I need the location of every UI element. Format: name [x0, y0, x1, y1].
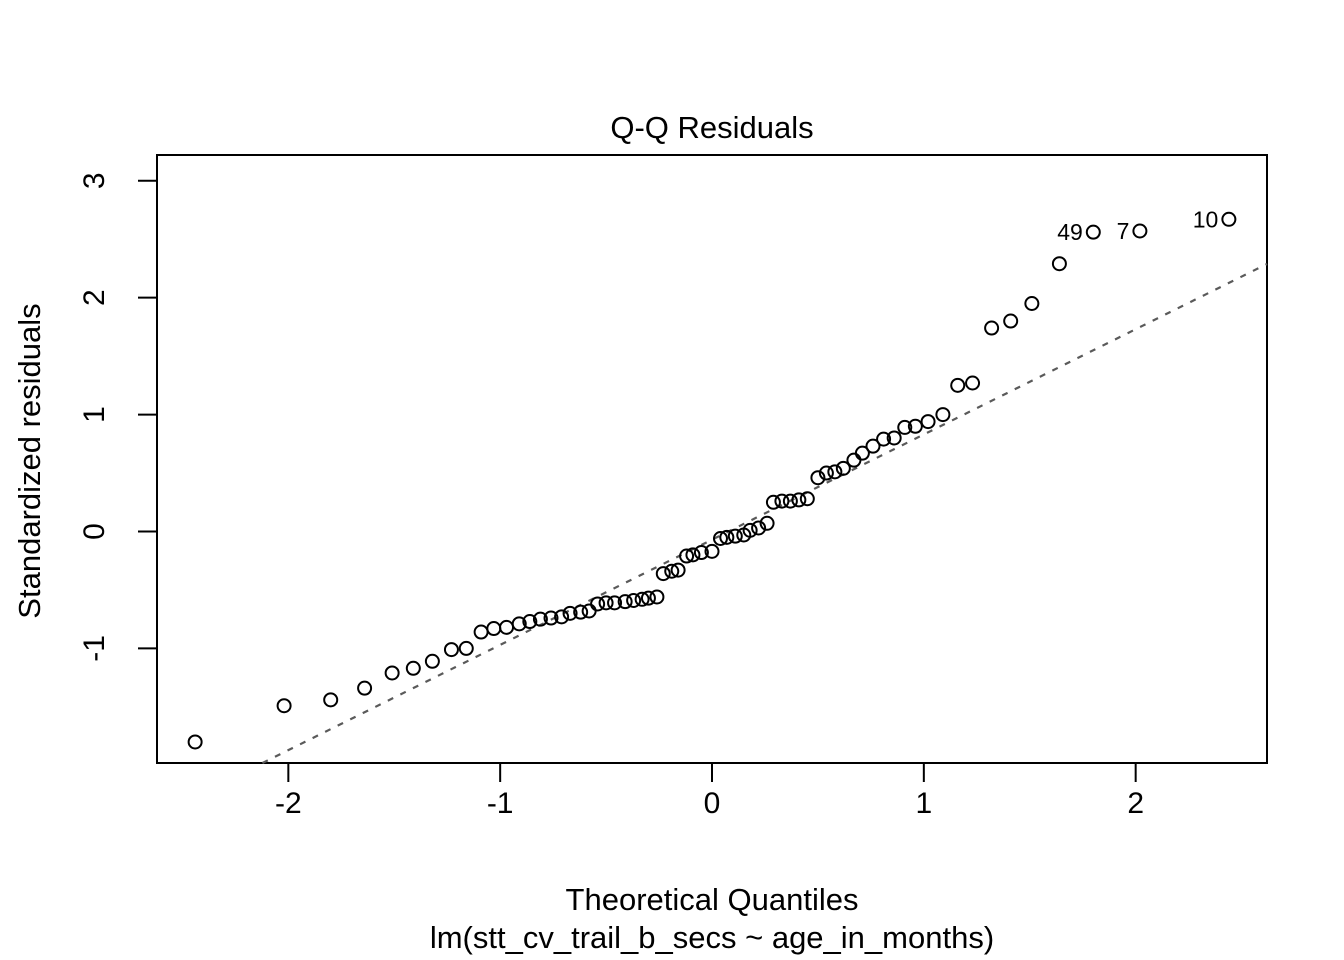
data-point	[590, 596, 606, 612]
data-point	[782, 493, 798, 509]
data-point	[640, 590, 656, 606]
data-point	[511, 616, 527, 632]
y-axis-label: Standardized residuals	[12, 303, 47, 619]
data-point	[1221, 211, 1237, 227]
data-point	[670, 562, 686, 578]
y-tick-label: -1	[78, 635, 111, 662]
qq-reference-line	[261, 262, 1268, 764]
data-point	[405, 660, 421, 676]
data-point	[846, 452, 862, 468]
data-point	[712, 531, 728, 547]
data-point	[458, 640, 474, 656]
data-point	[562, 605, 578, 621]
plot-title: Q-Q Residuals	[610, 110, 814, 145]
data-point	[854, 445, 870, 461]
data-point	[907, 418, 923, 434]
data-point	[187, 734, 203, 750]
y-tick-label: 3	[78, 172, 111, 189]
outlier-label: 49	[1057, 219, 1083, 245]
data-point	[626, 592, 642, 608]
data-point	[522, 614, 538, 630]
data-point	[1024, 295, 1040, 311]
data-point	[573, 604, 589, 620]
data-point	[865, 438, 881, 454]
plot-border	[156, 154, 1268, 764]
y-tick-label: 0	[78, 523, 111, 540]
data-point	[532, 611, 548, 627]
data-point	[554, 609, 570, 625]
outlier-label: 10	[1193, 206, 1219, 232]
data-point	[950, 377, 966, 393]
data-point	[323, 692, 339, 708]
data-point	[693, 545, 709, 561]
data-point	[704, 543, 720, 559]
data-point	[897, 419, 913, 435]
data-point	[827, 464, 843, 480]
data-point	[759, 515, 775, 531]
data-point	[719, 529, 735, 545]
y-tick-label: 1	[78, 406, 111, 423]
data-point	[664, 563, 680, 579]
data-point	[835, 460, 851, 476]
data-point	[920, 414, 936, 430]
x-tick-label: 1	[915, 787, 932, 820]
x-axis-label: Theoretical Quantiles	[565, 882, 859, 917]
data-point	[634, 591, 650, 607]
data-point	[1051, 256, 1067, 272]
data-point	[742, 522, 758, 538]
data-point	[679, 548, 695, 564]
data-point	[357, 680, 373, 696]
y-tick-label: 2	[78, 289, 111, 306]
data-point	[799, 491, 815, 507]
data-point	[727, 528, 743, 544]
data-point	[543, 610, 559, 626]
x-tick-label: -1	[487, 787, 514, 820]
data-point	[649, 589, 665, 605]
data-point	[473, 624, 489, 640]
data-point	[751, 520, 767, 536]
data-point	[765, 494, 781, 510]
data-point	[935, 407, 951, 423]
x-tick-label: 0	[704, 787, 721, 820]
data-point	[818, 465, 834, 481]
data-point	[791, 492, 807, 508]
data-point	[499, 619, 515, 635]
data-point	[443, 642, 459, 658]
data-point	[486, 621, 502, 637]
data-point	[774, 493, 790, 509]
data-point	[607, 595, 623, 611]
data-point	[1003, 313, 1019, 329]
data-point	[384, 665, 400, 681]
outlier-label: 7	[1117, 218, 1130, 244]
data-point	[1132, 223, 1148, 239]
model-sub-caption: lm(stt_cv_trail_b_secs ~ age_in_months)	[429, 920, 995, 955]
data-point	[424, 653, 440, 669]
x-tick-label: -2	[275, 787, 302, 820]
data-point	[984, 320, 1000, 336]
data-point	[598, 595, 614, 611]
data-point	[685, 547, 701, 563]
data-point	[886, 430, 902, 446]
data-point	[655, 566, 671, 582]
data-point	[876, 431, 892, 447]
data-point	[810, 470, 826, 486]
data-point	[617, 594, 633, 610]
data-point	[276, 698, 292, 714]
data-point	[581, 603, 597, 619]
data-point	[1085, 224, 1101, 240]
data-point	[965, 375, 981, 391]
x-tick-label: 2	[1127, 787, 1144, 820]
